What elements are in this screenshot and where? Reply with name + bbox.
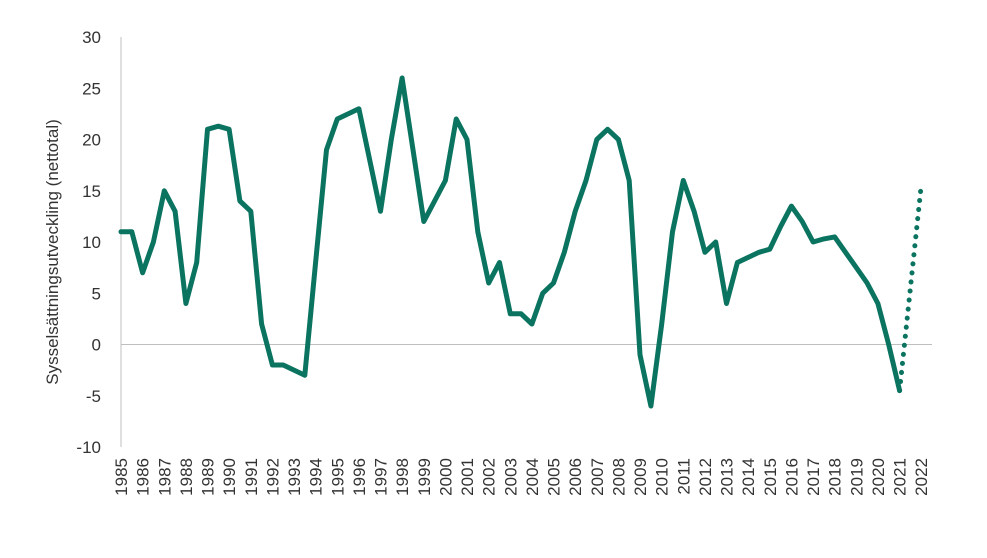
series-line (118, 75, 903, 409)
x-tick-label: 2019 (847, 458, 866, 496)
x-tick-label: 2015 (761, 458, 780, 496)
y-tick-label: 5 (92, 284, 101, 303)
x-tick-label: 2011 (674, 458, 693, 495)
y-tick-label: 30 (82, 28, 101, 47)
axes (120, 37, 932, 447)
y-tick-label: -5 (86, 387, 101, 406)
x-tick-label: 2014 (739, 458, 758, 496)
x-tick-label: 2005 (545, 458, 564, 496)
x-tick-label: 1987 (155, 458, 174, 496)
x-tick-label: 1989 (199, 458, 218, 496)
x-tick-label: 2018 (826, 458, 845, 496)
x-tick-label: 2013 (718, 458, 737, 496)
x-tick-label: 1988 (177, 458, 196, 496)
y-tick-label: 15 (82, 182, 101, 201)
x-tick-label: 2016 (782, 458, 801, 496)
y-tick-label: 0 (92, 336, 101, 355)
x-tick-label: 2009 (631, 458, 650, 496)
x-tick-label: 1990 (220, 458, 239, 496)
y-tick-label: 25 (82, 79, 101, 98)
y-axis-title: Sysselsättningsutveckling (nettotal) (43, 119, 62, 385)
x-tick-label: 1986 (134, 458, 153, 496)
x-tick-label: 2004 (523, 458, 542, 496)
x-tick-label: 2012 (696, 458, 715, 496)
x-tick-label: 1997 (372, 458, 391, 496)
x-tick-label: 2017 (804, 458, 823, 496)
x-tick-label: 2002 (480, 458, 499, 496)
x-tick-label: 2020 (869, 458, 888, 496)
series (118, 75, 924, 409)
x-tick-label: 1992 (263, 458, 282, 496)
x-axis-ticks: 1985 1986 1987 1988 1989 1990 1991 1992 1993 1994… (112, 458, 931, 496)
y-tick-label: 20 (82, 131, 101, 150)
y-tick-label: 10 (82, 233, 101, 252)
x-tick-label: 1999 (415, 458, 434, 496)
x-tick-label: 1993 (285, 458, 304, 496)
y-tick-label: -10 (76, 438, 101, 457)
x-tick-label: 2022 (912, 458, 931, 496)
x-tick-label: 1994 (307, 458, 326, 496)
x-tick-label: 2007 (588, 458, 607, 496)
x-tick-label: 1991 (242, 458, 261, 496)
y-axis-ticks: 30 25 20 15 10 5 0 -5 -10 (76, 28, 101, 457)
x-tick-label: 2010 (653, 458, 672, 496)
x-tick-label: 2021 (891, 458, 910, 496)
x-tick-label: 2006 (566, 458, 585, 496)
forecast-series-line (897, 183, 924, 394)
x-tick-label: 2000 (436, 458, 455, 496)
x-tick-label: 1985 (112, 458, 131, 496)
x-tick-label: 2003 (501, 458, 520, 496)
x-tick-label: 1998 (393, 458, 412, 496)
x-tick-label: 1995 (328, 458, 347, 496)
x-tick-label: 2008 (609, 458, 628, 496)
x-tick-label: 1996 (350, 458, 369, 496)
x-tick-label: 2001 (458, 458, 477, 496)
